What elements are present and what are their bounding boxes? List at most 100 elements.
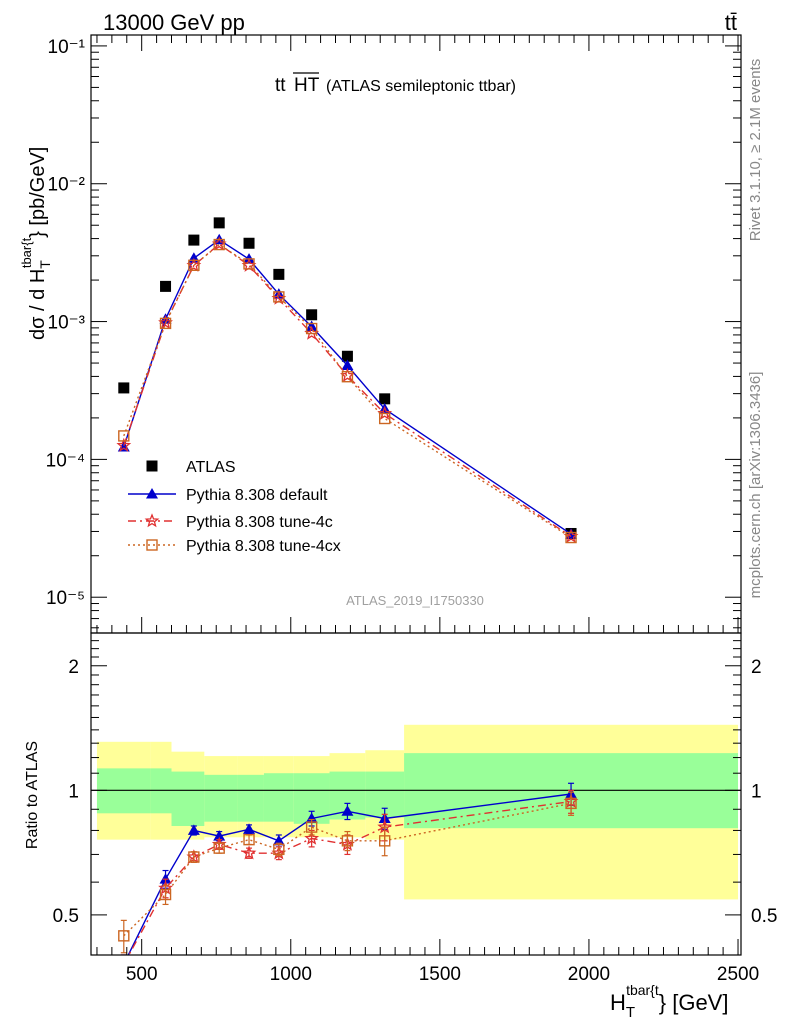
data-point [243, 237, 255, 249]
ratio-point [341, 835, 354, 847]
data-point [159, 317, 172, 330]
ratio-point [243, 823, 256, 834]
ratio-point [188, 851, 200, 863]
upper-x-ticks [96, 35, 739, 633]
data-point [377, 405, 393, 420]
series-line [123, 238, 572, 535]
y-tick-label: 10⁻⁵ [46, 588, 85, 609]
legend-label: Pythia 8.308 default [186, 487, 328, 504]
upper-y-axis-label: dσ / d HTtbar{t} [pb/GeV] [19, 147, 53, 340]
legend-entry: Pythia 8.308 tune-4cx [128, 538, 341, 555]
y-tick-label: 10⁻² [48, 175, 86, 196]
analysis-watermark: ATLAS_2019_I1750330 [346, 593, 484, 608]
data-point [160, 280, 172, 292]
upper-y-axis: 10⁻⁵ 10⁻⁴ 10⁻³ 10⁻² 10⁻¹ [46, 37, 741, 629]
ratio-x-axis: 500 1000 1500 2000 2500 [96, 939, 759, 985]
plot-title-over: HT [294, 75, 320, 96]
process-label: tt̄ [725, 10, 737, 35]
legend-marker [144, 513, 160, 528]
ratio-point [213, 830, 226, 841]
data-point [243, 258, 255, 270]
x-tick-label: 2000 [568, 964, 610, 985]
ratio-point [213, 842, 225, 854]
lower-y-axis-label: Ratio to ATLAS [24, 741, 41, 849]
ratio-point [159, 888, 172, 901]
legend-label: Pythia 8.308 tune-4cx [186, 538, 341, 555]
y-tick-label: 0.5 [53, 906, 79, 927]
data-point [118, 430, 130, 442]
ratio-point [565, 797, 577, 810]
ratio-y-axis: 0.5 0.5 1 1 2 2 [53, 640, 777, 956]
y-tick-label-right: 1 [751, 781, 762, 802]
y-tick-label: 10⁻¹ [48, 37, 86, 58]
ratio-panel: 0.5 0.51 12 2500 1000 1500 2000 2500 [53, 632, 777, 985]
legend-entry: Pythia 8.308 tune-4c [128, 513, 333, 531]
plot-title: tt HT (ATLAS semileptonic ttbar) [275, 72, 516, 96]
series-3 [118, 238, 577, 544]
data-point [305, 322, 318, 335]
uncertainty-band-inner [263, 773, 294, 822]
uncertainty-band-inner [237, 774, 264, 822]
uncertainty-band-inner [204, 774, 238, 822]
ratio-series-line [127, 793, 572, 955]
ratio-series-2 [118, 791, 577, 954]
x-tick-label: 2500 [717, 964, 759, 985]
ratio-point [241, 845, 257, 860]
y-tick-label: 10⁻³ [48, 313, 86, 334]
data-point [273, 291, 285, 303]
legend-marker [146, 488, 158, 499]
collision-label: 13000 GeV pp [103, 10, 245, 35]
y-tick-label: 1 [68, 781, 79, 802]
ratio-point [273, 843, 285, 856]
legend-marker [146, 539, 158, 551]
legend-entry: Pythia 8.308 default [128, 487, 328, 504]
data-point [188, 259, 200, 271]
data-point [341, 350, 353, 362]
uncertainty-band-inner [171, 771, 205, 826]
series-line [123, 243, 572, 537]
ratio-point [304, 830, 320, 845]
ratio-point [187, 824, 200, 835]
legend-label: Pythia 8.308 tune-4c [186, 514, 333, 531]
legend-label: ATLAS [186, 459, 236, 476]
upper-plot-area [116, 217, 579, 544]
mcplots-label: mcplots.cern.ch [arXiv:1306.3436] [747, 372, 764, 599]
legend: ATLAS Pythia 8.308 default Pythia 8.308 tu… [128, 459, 341, 555]
ratio-point [118, 930, 130, 942]
data-point [213, 238, 225, 251]
y-tick-label: 2 [68, 657, 79, 678]
data-point [188, 234, 200, 246]
data-point [213, 217, 225, 229]
data-point [306, 309, 318, 321]
data-point [341, 359, 354, 370]
x-tick-label: 1000 [270, 964, 312, 985]
ratio-point [159, 873, 172, 884]
upper-panel: 10⁻⁵ 10⁻⁴ 10⁻³ 10⁻² 10⁻¹ ATLAS Pythia 8.308 de… [46, 34, 742, 634]
legend-entry: ATLAS [146, 459, 236, 476]
y-tick-label-right: 0.5 [751, 906, 777, 927]
ratio-series-line [128, 800, 572, 955]
data-point [117, 440, 130, 452]
plot-subtitle: (ATLAS semileptonic ttbar) [326, 78, 516, 95]
ratio-point [243, 833, 255, 846]
x-axis-label: HTtbar{t} [GeV] [610, 982, 728, 1021]
y-tick-label: 10⁻⁴ [46, 450, 85, 471]
rivet-label: Rivet 3.1.10, ≥ 2.1M events [747, 59, 764, 242]
series-line [123, 243, 572, 539]
ratio-point [341, 805, 354, 816]
x-tick-label: 1500 [419, 964, 461, 985]
data-point [273, 268, 285, 280]
data-point [565, 531, 577, 544]
data-point [378, 412, 391, 425]
ratio-plot-area [91, 724, 741, 955]
data-point [118, 382, 130, 394]
ratio-point [305, 812, 318, 823]
ratio-point [305, 821, 318, 833]
data-point [379, 393, 391, 405]
x-tick-label: 500 [126, 964, 158, 985]
data-point [341, 371, 354, 383]
ratio-series-line [123, 802, 572, 937]
data-point [116, 437, 132, 452]
ratio-point [378, 835, 391, 847]
